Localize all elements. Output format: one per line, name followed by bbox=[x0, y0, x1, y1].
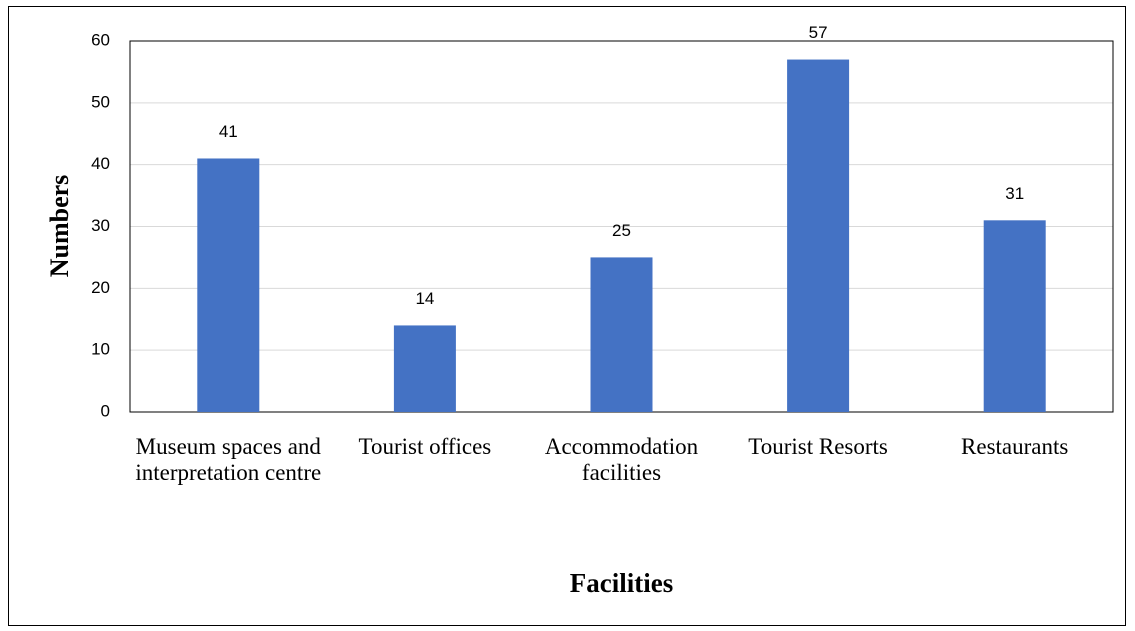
data-label: 25 bbox=[612, 221, 631, 240]
y-tick-label: 0 bbox=[101, 401, 110, 420]
x-tick-label: Tourist Resorts bbox=[748, 434, 888, 459]
chart-frame bbox=[8, 6, 1126, 626]
y-tick-label: 30 bbox=[91, 216, 110, 235]
x-tick-label: Restaurants bbox=[961, 434, 1069, 459]
y-tick-label: 20 bbox=[91, 278, 110, 297]
bar bbox=[393, 325, 456, 412]
bar bbox=[590, 257, 653, 412]
bar bbox=[787, 59, 850, 413]
x-tick-label: Museum spaces and interpretation centre bbox=[135, 434, 322, 485]
bar bbox=[197, 158, 260, 412]
bar bbox=[983, 220, 1046, 412]
y-tick-label: 60 bbox=[91, 30, 110, 49]
y-tick-label: 10 bbox=[91, 340, 110, 359]
x-tick-label: Tourist offices bbox=[358, 434, 492, 459]
y-axis-title: Numbers bbox=[45, 175, 74, 278]
x-tick-label: Accommodation facilities bbox=[544, 434, 699, 485]
data-label: 14 bbox=[415, 289, 434, 308]
x-axis-title: Facilities bbox=[569, 568, 674, 598]
y-tick-label: 50 bbox=[91, 92, 110, 111]
data-label: 31 bbox=[1005, 184, 1024, 203]
y-tick-label: 40 bbox=[91, 154, 110, 173]
data-label: 57 bbox=[809, 23, 828, 42]
data-label: 41 bbox=[219, 122, 238, 141]
